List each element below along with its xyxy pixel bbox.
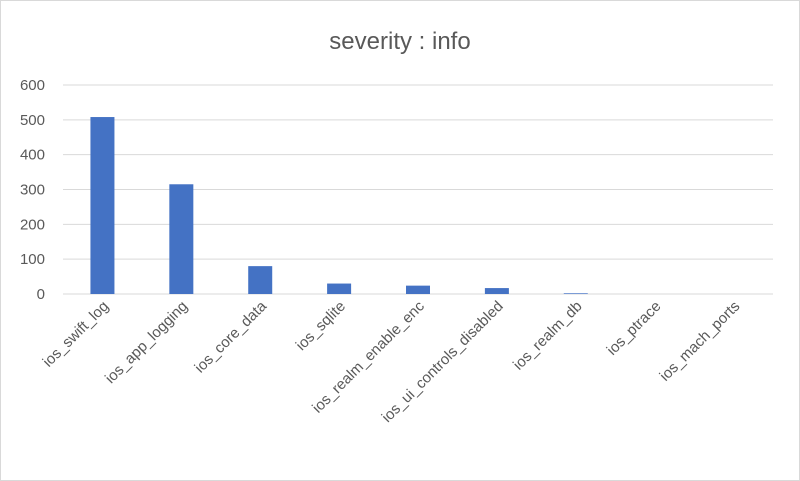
y-axis-ticks: 0 100 200 300 400 500 600 bbox=[20, 77, 45, 303]
x-tick-label: ios_realm_db bbox=[510, 298, 586, 374]
y-tick-label: 100 bbox=[20, 251, 45, 268]
y-tick-label: 500 bbox=[20, 112, 45, 129]
x-tick-label: ios_sqlite bbox=[293, 298, 349, 354]
bars bbox=[90, 117, 588, 295]
bar-ios-sqlite bbox=[327, 283, 352, 294]
y-tick-label: 300 bbox=[20, 182, 45, 199]
x-tick-label: ios_app_logging bbox=[102, 298, 191, 387]
x-tick-label: ios_mach_ports bbox=[656, 298, 743, 385]
y-tick-label: 600 bbox=[20, 77, 45, 94]
x-tick-label: ios_core_data bbox=[191, 297, 270, 376]
x-tick-label: ios_swift_log bbox=[40, 298, 113, 371]
bar-ios-realm-enable-enc bbox=[406, 285, 430, 294]
x-tick-label: ios_ptrace bbox=[604, 298, 665, 359]
bar-ios-app-logging bbox=[169, 184, 194, 294]
bar-ios-realm-db bbox=[563, 293, 588, 294]
y-tick-label: 200 bbox=[20, 216, 45, 233]
bar-ios-core-data bbox=[248, 266, 273, 294]
y-tick-label: 0 bbox=[37, 286, 45, 303]
chart-title: severity : info bbox=[329, 28, 470, 55]
bar-ios-ui-controls-disabled bbox=[484, 288, 509, 294]
bar-ios-swift-log bbox=[90, 117, 115, 295]
y-tick-label: 400 bbox=[20, 147, 45, 164]
